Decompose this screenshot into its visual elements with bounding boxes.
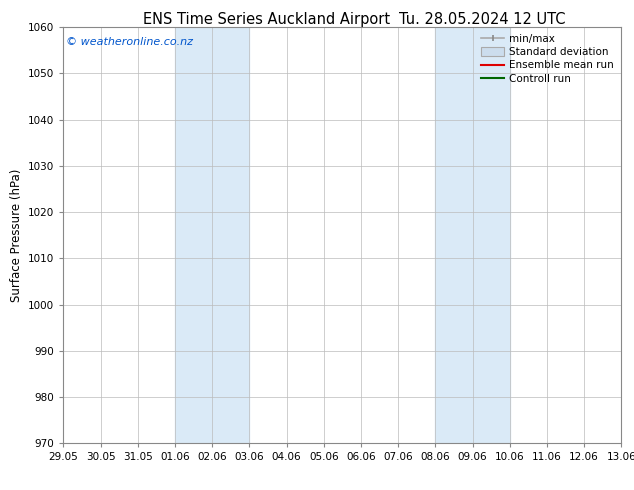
Y-axis label: Surface Pressure (hPa): Surface Pressure (hPa) [10, 169, 23, 302]
Bar [175, 27, 249, 443]
Legend: min/max, Standard deviation, Ensemble mean run, Controll run: min/max, Standard deviation, Ensemble me… [479, 32, 616, 86]
Text: © weatheronline.co.nz: © weatheronline.co.nz [66, 37, 193, 48]
Text: Tu. 28.05.2024 12 UTC: Tu. 28.05.2024 12 UTC [399, 12, 565, 27]
Bar [436, 27, 510, 443]
Text: ENS Time Series Auckland Airport: ENS Time Series Auckland Airport [143, 12, 390, 27]
